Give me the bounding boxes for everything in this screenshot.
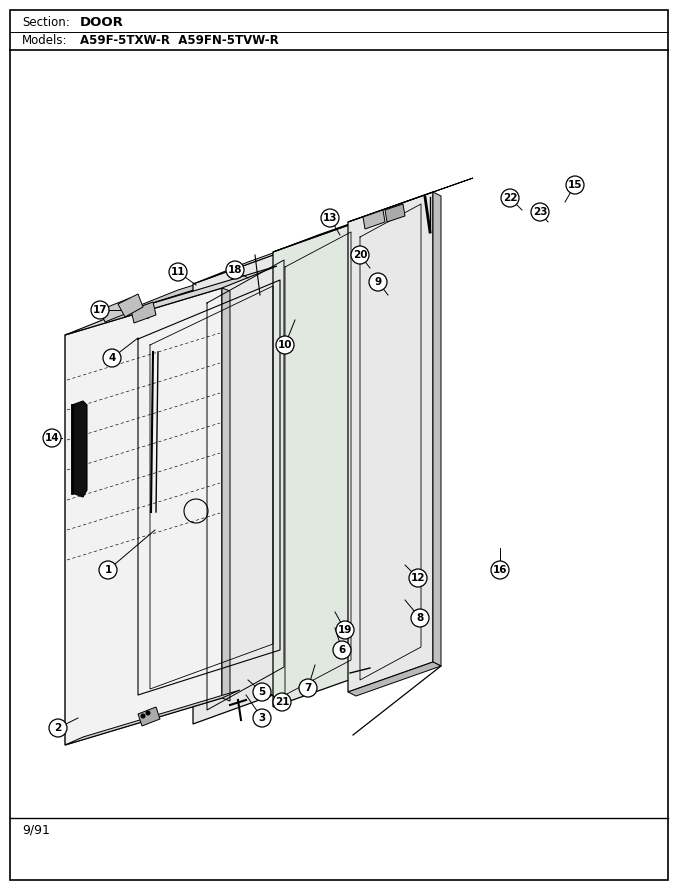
Circle shape bbox=[146, 710, 150, 716]
Text: 20: 20 bbox=[353, 250, 367, 260]
Polygon shape bbox=[131, 302, 156, 323]
Circle shape bbox=[531, 203, 549, 221]
Circle shape bbox=[99, 561, 117, 579]
Polygon shape bbox=[348, 662, 441, 696]
Circle shape bbox=[491, 561, 509, 579]
Text: 11: 11 bbox=[171, 267, 185, 277]
Circle shape bbox=[141, 714, 146, 718]
Circle shape bbox=[321, 209, 339, 227]
Circle shape bbox=[273, 693, 291, 711]
Text: 22: 22 bbox=[503, 193, 517, 203]
Polygon shape bbox=[433, 192, 441, 666]
Text: 10: 10 bbox=[277, 340, 292, 350]
Text: 17: 17 bbox=[92, 305, 107, 315]
Polygon shape bbox=[65, 690, 240, 745]
Polygon shape bbox=[348, 192, 433, 692]
Polygon shape bbox=[123, 260, 290, 722]
Text: 1: 1 bbox=[104, 565, 112, 575]
Text: 3: 3 bbox=[258, 713, 266, 723]
Circle shape bbox=[336, 621, 354, 639]
Text: 5: 5 bbox=[258, 687, 266, 697]
Polygon shape bbox=[138, 707, 160, 726]
Circle shape bbox=[253, 709, 271, 727]
Circle shape bbox=[411, 609, 429, 627]
Polygon shape bbox=[385, 204, 405, 222]
Polygon shape bbox=[100, 298, 135, 322]
Polygon shape bbox=[193, 246, 298, 724]
Text: 12: 12 bbox=[411, 573, 425, 583]
Text: 2: 2 bbox=[54, 723, 62, 733]
Text: 19: 19 bbox=[338, 625, 352, 635]
Text: 15: 15 bbox=[568, 180, 582, 190]
Polygon shape bbox=[118, 294, 143, 317]
Text: Section:: Section: bbox=[22, 15, 70, 28]
Text: Models:: Models: bbox=[22, 35, 67, 47]
Circle shape bbox=[333, 641, 351, 659]
Circle shape bbox=[566, 176, 584, 194]
Circle shape bbox=[91, 301, 109, 319]
Polygon shape bbox=[65, 266, 277, 335]
Text: 6: 6 bbox=[339, 645, 345, 655]
Circle shape bbox=[351, 246, 369, 264]
Polygon shape bbox=[72, 401, 87, 497]
Polygon shape bbox=[123, 238, 345, 312]
Circle shape bbox=[369, 273, 387, 291]
Text: 9: 9 bbox=[375, 277, 381, 287]
Polygon shape bbox=[222, 288, 230, 701]
Circle shape bbox=[299, 679, 317, 697]
Circle shape bbox=[169, 263, 187, 281]
Circle shape bbox=[276, 336, 294, 354]
Text: 4: 4 bbox=[108, 353, 116, 363]
Circle shape bbox=[226, 261, 244, 279]
Polygon shape bbox=[65, 288, 222, 745]
Circle shape bbox=[253, 683, 271, 701]
Text: 9/91: 9/91 bbox=[22, 823, 50, 837]
Polygon shape bbox=[348, 178, 473, 222]
Text: DOOR: DOOR bbox=[80, 15, 124, 28]
Text: 23: 23 bbox=[532, 207, 547, 217]
Polygon shape bbox=[273, 203, 408, 252]
Polygon shape bbox=[273, 220, 363, 707]
Text: 14: 14 bbox=[45, 433, 59, 443]
Text: 16: 16 bbox=[493, 565, 507, 575]
Text: A59F-5TXW-R  A59FN-5TVW-R: A59F-5TXW-R A59FN-5TVW-R bbox=[80, 35, 279, 47]
Text: 13: 13 bbox=[323, 213, 337, 223]
Circle shape bbox=[49, 719, 67, 737]
Text: 8: 8 bbox=[416, 613, 424, 623]
Circle shape bbox=[409, 569, 427, 587]
Polygon shape bbox=[363, 210, 385, 229]
Circle shape bbox=[43, 429, 61, 447]
Text: 21: 21 bbox=[275, 697, 289, 707]
Polygon shape bbox=[193, 224, 353, 284]
Circle shape bbox=[103, 349, 121, 367]
Circle shape bbox=[501, 189, 519, 207]
Text: 7: 7 bbox=[305, 683, 311, 693]
Text: 18: 18 bbox=[228, 265, 242, 275]
